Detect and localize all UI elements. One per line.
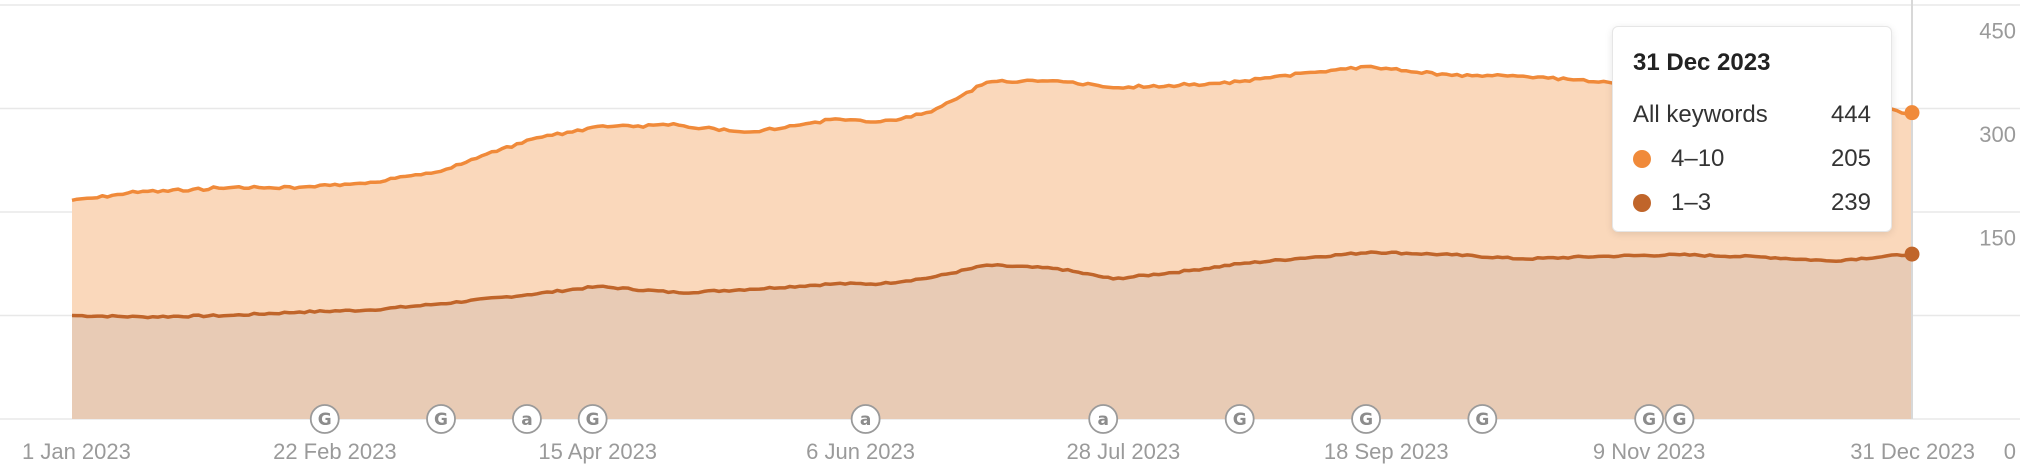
legend-dot-1-3 (1633, 194, 1651, 212)
update-marker-G[interactable]: G (1664, 404, 1695, 434)
update-marker-circle (577, 404, 608, 434)
area-1-3 (72, 252, 1912, 419)
series-areas (72, 66, 1912, 419)
series-lines (71, 64, 1913, 320)
tooltip-row-label: 1–3 (1671, 189, 1712, 216)
y-tick-label: 0 (2004, 439, 2016, 464)
x-tick-label: 22 Feb 2023 (273, 439, 397, 464)
update-marker-circle (1351, 404, 1381, 434)
x-tick-label: 31 Dec 2023 (1850, 439, 1975, 464)
update-marker-circle (1088, 404, 1119, 434)
update-marker-G[interactable]: G (577, 404, 608, 434)
tooltip-row-value: 239 (1830, 189, 1871, 216)
update-marker-G[interactable]: G (1634, 404, 1665, 434)
end-point-markers (1904, 105, 1920, 262)
legend-dot-4-10 (1633, 150, 1651, 168)
y-tick-label: 300 (1979, 122, 2016, 147)
update-marker-circle (1634, 404, 1665, 434)
x-tick-label: 1 Jan 2023 (22, 439, 131, 464)
update-marker-circle (1467, 404, 1498, 434)
y-tick-label: 150 (1979, 226, 2016, 251)
tooltip-row-1-3: 1–3 239 (1633, 181, 1871, 225)
tooltip-row-label: 4–10 (1671, 145, 1725, 172)
update-marker-G[interactable]: G (1467, 404, 1498, 434)
update-marker-G[interactable]: G (309, 404, 340, 434)
x-tick-label: 28 Jul 2023 (1067, 439, 1181, 464)
update-marker-letter: a (1097, 410, 1108, 430)
tooltip-date: 31 Dec 2023 (1633, 49, 1771, 76)
area-4-10 (72, 66, 1912, 318)
update-marker-G[interactable]: G (1224, 404, 1255, 434)
update-marker-circle (426, 404, 456, 434)
y-axis-ticks: 0150300450600 (1979, 19, 2016, 465)
update-marker-letter: G (586, 410, 600, 430)
tooltip-total-label: All keywords (1633, 101, 1768, 128)
update-marker-G[interactable]: G (426, 404, 456, 434)
update-marker-a[interactable]: a (1088, 404, 1119, 434)
end-dot-4-10 (1904, 105, 1920, 121)
update-marker-letter: G (1642, 410, 1656, 430)
update-marker-a[interactable]: a (850, 404, 881, 434)
update-marker-letter: G (1475, 410, 1489, 430)
x-tick-label: 9 Nov 2023 (1593, 439, 1706, 464)
x-tick-label: 18 Sep 2023 (1324, 439, 1449, 464)
hover-tooltip: 31 Dec 2023 All keywords 444 4–10 205 1–… (1612, 26, 1892, 232)
update-marker-letter: G (434, 410, 448, 430)
update-marker-circle (1224, 404, 1255, 434)
update-marker-letter: a (860, 410, 871, 430)
update-marker-letter: a (521, 410, 532, 430)
update-marker-letter: G (1672, 410, 1686, 430)
update-marker-letter: G (1233, 410, 1247, 430)
line-1-3 (71, 250, 1913, 320)
update-marker-circle (309, 404, 340, 434)
update-marker-circle (850, 404, 881, 434)
update-marker-a[interactable]: a (512, 404, 542, 434)
x-tick-label: 15 Apr 2023 (538, 439, 657, 464)
update-marker-letter: G (1359, 410, 1373, 430)
tooltip-row-value: 205 (1830, 145, 1871, 172)
update-marker-circle (1664, 404, 1695, 434)
update-marker-G[interactable]: G (1351, 404, 1381, 434)
update-marker-circle (512, 404, 542, 434)
tooltip-row-total: All keywords 444 (1633, 93, 1871, 137)
tooltip-total-value: 444 (1830, 101, 1871, 128)
x-tick-label: 6 Jun 2023 (806, 439, 915, 464)
x-axis-ticks: 1 Jan 2023 22 Feb 2023 15 Apr 2023 6 Jun 20… (22, 439, 1975, 464)
y-tick-label: 450 (1979, 19, 2016, 44)
line-4-10 (71, 64, 1913, 203)
tooltip-row-4-10: 4–10 205 (1633, 137, 1871, 181)
update-marker-letter: G (318, 410, 332, 430)
end-dot-1-3 (1904, 246, 1920, 262)
